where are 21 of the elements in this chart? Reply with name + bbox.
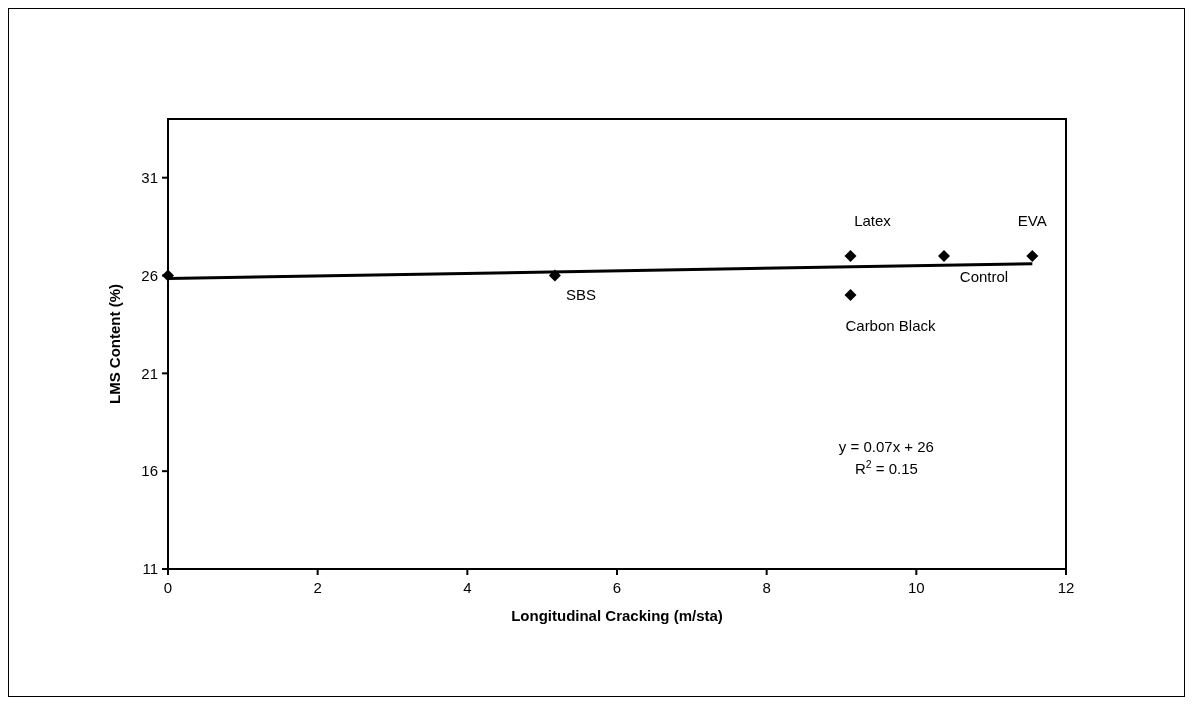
y-tick-label: 16	[141, 462, 158, 480]
annotation: Control	[959, 267, 1009, 285]
x-tick-label: 0	[163, 579, 173, 596]
annotation: Carbon Black	[845, 317, 936, 335]
annotation: SBS	[565, 285, 596, 303]
y-tick-label: 11	[142, 560, 158, 578]
x-tick-label: 2	[313, 579, 322, 596]
x-axis-title: Longitudinal Cracking (m/sta)	[511, 607, 723, 624]
y-tick-label: 21	[141, 364, 158, 382]
annotation: EVA	[1017, 211, 1047, 229]
x-tick-label: 12	[1057, 579, 1075, 596]
annotation: R$^{2}$ = 0.15	[854, 458, 918, 477]
annotation: Latex	[854, 211, 892, 229]
y-tick-label: 31	[141, 168, 158, 186]
x-tick-label: 4	[463, 579, 472, 596]
y-tick-label: 26	[141, 266, 158, 284]
y-axis-title: LMS Content (%)	[106, 284, 123, 404]
x-tick-label: 6	[612, 579, 622, 596]
x-tick-label: 8	[762, 579, 771, 596]
annotation: y = 0.07x + 26	[838, 438, 934, 455]
x-tick-label: 10	[907, 579, 925, 596]
